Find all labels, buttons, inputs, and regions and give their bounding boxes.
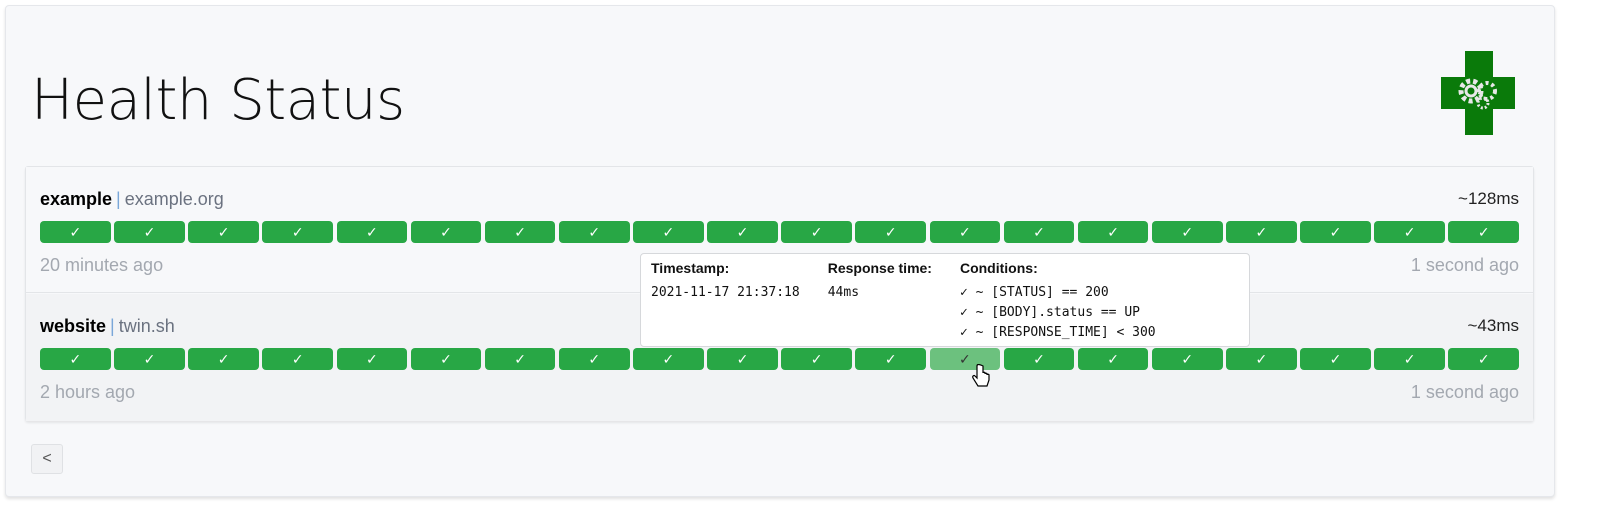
timestamp-value: 2021-11-17 21:37:18 xyxy=(651,285,800,300)
result-bar-success[interactable]: ✓ xyxy=(188,221,259,243)
tooltip-response-section: Response time: 44ms xyxy=(828,260,932,340)
result-bar-success[interactable]: ✓ xyxy=(484,221,556,243)
result-bar-success[interactable]: ✓ xyxy=(188,348,259,370)
tooltip-conditions-section: Conditions: ✓ ~ [STATUS] == 200 ✓ ~ [BOD… xyxy=(960,260,1156,340)
average-response-time: ~43ms xyxy=(1467,316,1520,335)
average-response-time: ~128ms xyxy=(1458,189,1519,208)
result-bar-success[interactable]: ✓ xyxy=(1077,348,1149,370)
result-bar-success[interactable]: ✓ xyxy=(855,348,927,370)
result-bar-success[interactable]: ✓ xyxy=(633,221,704,243)
result-bar-success[interactable]: ✓ xyxy=(1374,348,1445,370)
result-bar-success[interactable]: ✓ xyxy=(1374,221,1445,243)
result-bar-success[interactable]: ✓ xyxy=(558,348,630,370)
result-bar-success[interactable]: ✓ xyxy=(1300,348,1371,370)
conditions-label: Conditions: xyxy=(959,260,1038,276)
response-time-label: Response time: xyxy=(827,260,932,276)
condition-item: ✓ ~ [BODY].status == UP xyxy=(959,305,1140,320)
result-bar-success[interactable]: ✓ xyxy=(558,221,630,243)
hand-cursor-icon xyxy=(972,364,990,387)
response-time-value: 44ms xyxy=(827,285,860,300)
result-bars: ✓ ✓ ✓ ✓ ✓ ✓ ✓ ✓ ✓ ✓ ✓ ✓ ✓ ✓ ✓ ✓ ✓ ✓ ✓ ✓ xyxy=(40,221,1520,243)
condition-item: ✓ ~ [STATUS] == 200 xyxy=(959,285,1109,300)
result-bar-success[interactable]: ✓ xyxy=(1448,348,1520,370)
result-bar-success[interactable]: ✓ xyxy=(1003,348,1075,370)
result-bar-success[interactable]: ✓ xyxy=(707,221,778,243)
result-bar-success[interactable]: ✓ xyxy=(1003,221,1075,243)
result-bar-success[interactable]: ✓ xyxy=(262,348,334,370)
result-tooltip: Timestamp: 2021-11-17 21:37:18 Response … xyxy=(640,253,1250,347)
newest-result-time: 1 second ago xyxy=(1410,382,1519,402)
result-bar-success[interactable]: ✓ xyxy=(336,348,408,370)
result-bars: ✓ ✓ ✓ ✓ ✓ ✓ ✓ ✓ ✓ ✓ ✓ ✓ ✓ ✓ ✓ ✓ ✓ ✓ ✓ ✓ xyxy=(40,348,1520,370)
tooltip-timestamp-section: Timestamp: 2021-11-17 21:37:18 xyxy=(651,260,800,340)
result-bar-success[interactable]: ✓ xyxy=(40,348,111,370)
condition-item: ✓ ~ [RESPONSE_TIME] < 300 xyxy=(959,325,1156,340)
result-bar-success[interactable]: ✓ xyxy=(114,221,185,243)
oldest-result-time: 2 hours ago xyxy=(40,382,136,402)
result-bar-success[interactable]: ✓ xyxy=(410,221,482,243)
result-bar-success[interactable]: ✓ xyxy=(929,221,1001,243)
result-bar-success[interactable]: ✓ xyxy=(484,348,556,370)
service-hostname: twin.sh xyxy=(118,316,175,336)
result-bar-success[interactable]: ✓ xyxy=(1226,221,1297,243)
result-bar-success[interactable]: ✓ xyxy=(929,348,1001,370)
service-hostname: example.org xyxy=(124,189,224,209)
result-bar-success[interactable]: ✓ xyxy=(114,348,185,370)
page-title: Health Status xyxy=(31,68,405,133)
result-bar-success[interactable]: ✓ xyxy=(1077,221,1149,243)
result-bar-success[interactable]: ✓ xyxy=(781,221,852,243)
service-name: website xyxy=(40,316,107,336)
result-bar-success[interactable]: ✓ xyxy=(855,221,927,243)
health-gears-logo xyxy=(1441,51,1515,135)
result-bar-success[interactable]: ✓ xyxy=(40,221,111,243)
result-bar-success[interactable]: ✓ xyxy=(707,348,778,370)
timestamp-label: Timestamp: xyxy=(651,260,730,276)
result-bar-success[interactable]: ✓ xyxy=(410,348,482,370)
result-bar-success[interactable]: ✓ xyxy=(1448,221,1520,243)
result-bar-success[interactable]: ✓ xyxy=(1226,348,1297,370)
result-bar-success[interactable]: ✓ xyxy=(633,348,704,370)
result-bar-success[interactable]: ✓ xyxy=(1151,348,1223,370)
service-title: example | example.org xyxy=(40,189,224,209)
oldest-result-time: 20 minutes ago xyxy=(40,255,164,275)
service-name: example xyxy=(40,189,113,209)
newest-result-time: 1 second ago xyxy=(1410,255,1519,275)
result-bar-success[interactable]: ✓ xyxy=(1151,221,1223,243)
result-bar-success[interactable]: ✓ xyxy=(336,221,408,243)
result-bar-success[interactable]: ✓ xyxy=(262,221,334,243)
service-title: website | twin.sh xyxy=(40,316,175,336)
result-bar-success[interactable]: ✓ xyxy=(1300,221,1371,243)
previous-page-button[interactable]: < xyxy=(31,444,63,474)
result-bar-success[interactable]: ✓ xyxy=(781,348,852,370)
services-panel: example | example.org ~128ms ✓ ✓ ✓ ✓ ✓ ✓ ✓ ✓ ✓ ✓ ✓ ✓ ✓… xyxy=(25,166,1534,421)
